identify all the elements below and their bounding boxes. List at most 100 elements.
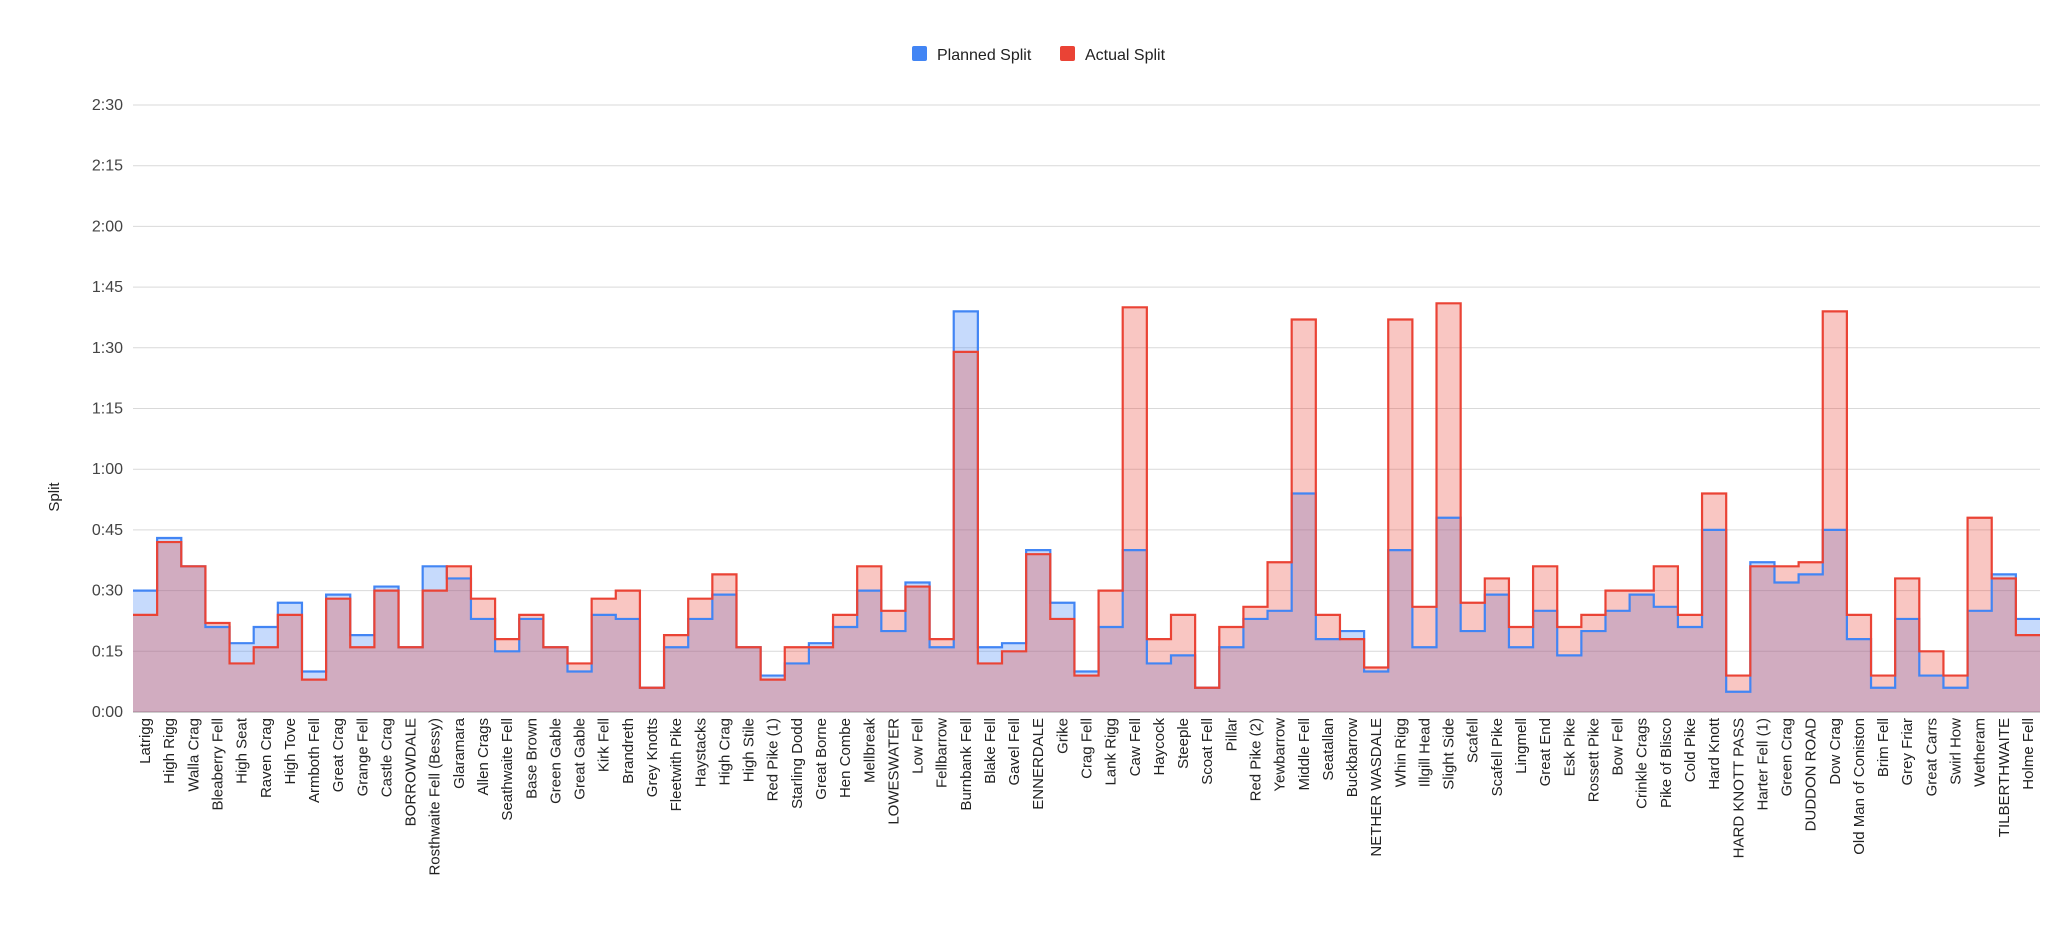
x-tick-label: Brim Fell bbox=[1875, 718, 1892, 777]
x-axis-ticks: Latrigg High Rigg Walla Crag Bleaberry Fell… bbox=[137, 717, 2037, 875]
series-line-0 bbox=[133, 310, 2040, 693]
x-tick-label: ENNERDALE bbox=[1030, 718, 1047, 810]
x-tick-label: Green Gable bbox=[547, 718, 564, 804]
x-tick-label: Wetheram bbox=[1972, 718, 1989, 787]
x-tick-label: High Rigg bbox=[161, 718, 178, 784]
x-tick-label: Haystacks bbox=[692, 718, 709, 787]
x-tick-label: Great Gable bbox=[572, 718, 589, 800]
x-tick-label: Brandreth bbox=[620, 718, 637, 784]
x-tick-label: Kirk Fell bbox=[596, 718, 613, 772]
x-tick-label: Whin Rigg bbox=[1392, 718, 1409, 787]
x-tick-label: Raven Crag bbox=[258, 718, 275, 798]
x-tick-label: High Stile bbox=[741, 718, 758, 782]
x-tick-label: Middle Fell bbox=[1296, 718, 1313, 791]
legend-label-actual: Actual Split bbox=[1085, 47, 1166, 64]
x-tick-label: Walla Crag bbox=[185, 718, 202, 792]
x-tick-label: Gavel Fell bbox=[1006, 718, 1023, 786]
x-tick-label: Old Man of Coniston bbox=[1851, 718, 1868, 855]
y-axis-title: Split bbox=[46, 482, 63, 512]
x-tick-label: Crinkle Crags bbox=[1634, 718, 1651, 809]
x-tick-label: Scafell bbox=[1465, 718, 1482, 763]
x-tick-label: Steeple bbox=[1175, 718, 1192, 769]
x-tick-label: Slight Side bbox=[1441, 718, 1458, 790]
x-tick-label: Red Pike (2) bbox=[1247, 718, 1264, 801]
x-tick-label: DUDDON ROAD bbox=[1803, 718, 1820, 832]
x-tick-label: Lank Rigg bbox=[1103, 718, 1120, 786]
x-tick-label: Base Brown bbox=[523, 718, 540, 799]
x-tick-label: Blake Fell bbox=[982, 718, 999, 784]
x-tick-label: High Tove bbox=[282, 718, 299, 784]
series-area-1 bbox=[133, 303, 2040, 712]
x-tick-label: Fleetwith Pike bbox=[668, 718, 685, 811]
x-tick-label: Rosthwaite Fell (Bessy) bbox=[427, 718, 444, 876]
gridlines bbox=[133, 104, 2040, 713]
legend: Planned Split Actual Split bbox=[912, 46, 1166, 64]
x-tick-label: Hen Combe bbox=[837, 718, 854, 798]
y-tick-label: 0:00 bbox=[92, 704, 123, 721]
x-tick-label: Great Carrs bbox=[1923, 718, 1940, 796]
x-tick-label: Great End bbox=[1537, 718, 1554, 786]
legend-label-planned: Planned Split bbox=[937, 47, 1032, 64]
x-tick-label: Burnbank Fell bbox=[958, 718, 975, 811]
x-tick-label: Yewbarrow bbox=[1272, 718, 1289, 792]
x-tick-label: Green Crag bbox=[1779, 718, 1796, 796]
x-tick-label: Low Fell bbox=[910, 718, 927, 774]
plot-lines bbox=[133, 302, 2040, 693]
x-tick-label: Pike of Blisco bbox=[1658, 718, 1675, 808]
y-tick-label: 1:30 bbox=[92, 340, 123, 357]
x-tick-label: Esk Pike bbox=[1561, 718, 1578, 776]
y-tick-label: 1:15 bbox=[92, 401, 123, 418]
x-tick-label: Holme Fell bbox=[2020, 718, 2037, 790]
x-tick-label: Starling Dodd bbox=[789, 718, 806, 809]
y-tick-label: 1:45 bbox=[92, 279, 123, 296]
x-tick-label: Pillar bbox=[1223, 718, 1240, 751]
x-tick-label: Allen Crags bbox=[475, 718, 492, 796]
x-tick-label: Rossett Pike bbox=[1585, 718, 1602, 802]
y-tick-label: 2:30 bbox=[92, 97, 123, 114]
x-tick-label: Latrigg bbox=[137, 718, 154, 764]
x-tick-label: Seatallan bbox=[1320, 718, 1337, 781]
x-tick-label: High Seat bbox=[234, 717, 251, 784]
x-tick-label: Red Pike (1) bbox=[765, 718, 782, 801]
x-tick-label: Cold Pike bbox=[1682, 718, 1699, 782]
x-tick-label: Grey Friar bbox=[1899, 718, 1916, 786]
x-tick-label: Illgill Head bbox=[1416, 718, 1433, 787]
x-tick-label: Bow Fell bbox=[1610, 718, 1627, 776]
x-tick-label: Mellbreak bbox=[861, 718, 878, 784]
x-tick-label: Hard Knott bbox=[1706, 717, 1723, 790]
x-tick-label: Crag Fell bbox=[1079, 718, 1096, 779]
plot-areas bbox=[133, 303, 2040, 712]
x-tick-label: Castle Crag bbox=[378, 718, 395, 797]
x-tick-label: Swirl How bbox=[1948, 718, 1965, 785]
x-tick-label: Bleaberry Fell bbox=[209, 718, 226, 811]
x-tick-label: TILBERTHWAITE bbox=[1996, 718, 2013, 837]
x-tick-label: Harter Fell (1) bbox=[1754, 718, 1771, 811]
x-tick-label: Glaramara bbox=[451, 717, 468, 789]
x-tick-label: Haycock bbox=[1151, 718, 1168, 776]
x-tick-label: Caw Fell bbox=[1127, 718, 1144, 776]
y-tick-label: 1:00 bbox=[92, 461, 123, 478]
y-tick-label: 2:15 bbox=[92, 158, 123, 175]
x-tick-label: Dow Crag bbox=[1827, 718, 1844, 785]
x-tick-label: Grange Fell bbox=[354, 718, 371, 796]
x-tick-label: Seathwaite Fell bbox=[499, 718, 516, 821]
x-tick-label: Grike bbox=[1054, 718, 1071, 754]
x-tick-label: Scafell Pike bbox=[1489, 718, 1506, 796]
x-tick-label: Fellbarrow bbox=[934, 718, 951, 788]
x-tick-label: HARD KNOTT PASS bbox=[1730, 718, 1747, 858]
y-tick-label: 0:30 bbox=[92, 583, 123, 600]
x-tick-label: LOWESWATER bbox=[885, 718, 902, 825]
x-tick-label: Great Borne bbox=[813, 718, 830, 800]
legend-swatch-actual bbox=[1060, 46, 1075, 61]
y-axis-ticks: 0:00 0:15 0:30 0:45 1:00 1:15 1:30 1:45 2:00 2:15… bbox=[92, 97, 123, 721]
x-tick-label: Scoat Fell bbox=[1199, 718, 1216, 785]
x-tick-label: Great Crag bbox=[330, 718, 347, 792]
x-tick-label: Armboth Fell bbox=[306, 718, 323, 803]
y-tick-label: 0:45 bbox=[92, 522, 123, 539]
legend-swatch-planned bbox=[912, 46, 927, 61]
series-line-1 bbox=[133, 302, 2040, 689]
x-tick-label: NETHER WASDALE bbox=[1368, 718, 1385, 857]
x-tick-label: Lingmell bbox=[1513, 718, 1530, 774]
x-tick-label: High Crag bbox=[716, 718, 733, 786]
